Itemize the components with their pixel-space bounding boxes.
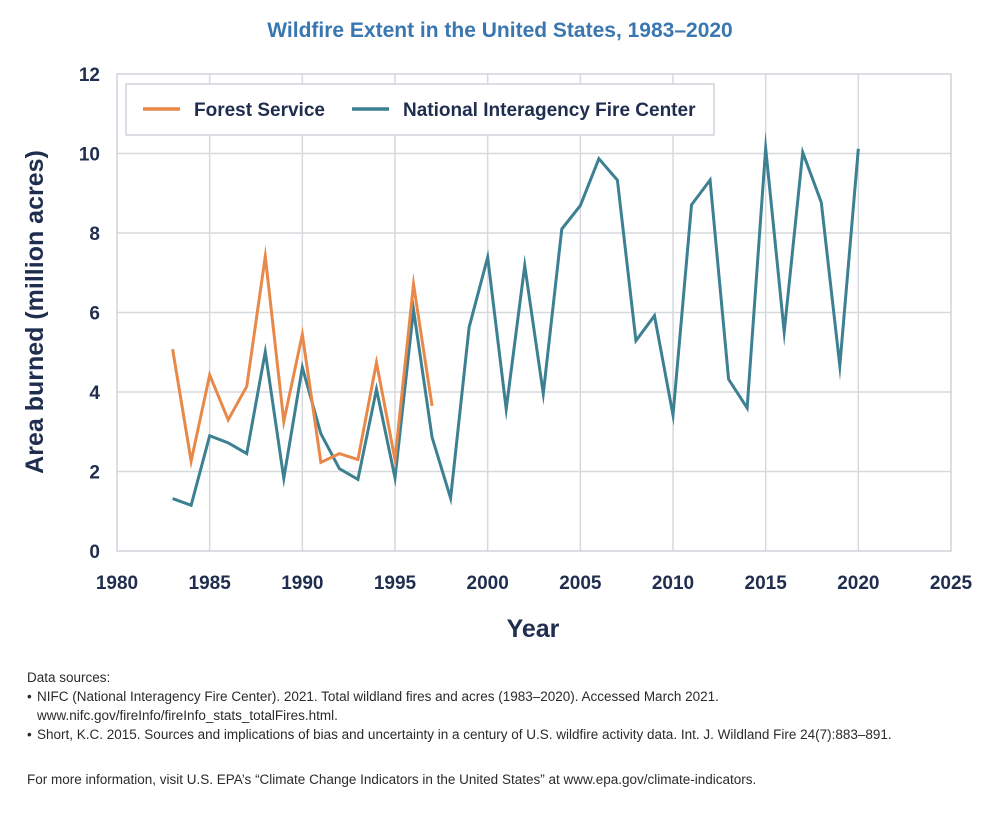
y-tick-label: 2 [89, 463, 100, 484]
legend-label-forest-service: Forest Service [194, 100, 325, 121]
x-tick-labels: 1980 1985 1990 1995 2000 2005 2010 2015 2020 2025 [96, 573, 973, 594]
wildfire-chart: Wildfire Extent in the United States, 19… [21, 19, 973, 643]
chart-title: Wildfire Extent in the United States, 19… [267, 19, 732, 42]
notes-section: Data sources: NIFC (National Interagency… [27, 668, 977, 789]
y-tick-labels: 0 2 4 6 8 10 12 [79, 65, 101, 563]
series-line-national-interagency-fire-center [172, 130, 860, 508]
series-line-forest-service [171, 244, 434, 470]
more-info-text: For more information, visit U.S. EPA’s “… [27, 772, 757, 787]
y-tick-label: 10 [79, 145, 100, 166]
x-tick-label: 2000 [467, 573, 509, 594]
y-tick-label: 4 [89, 383, 100, 404]
data-source-item: Short, K.C. 2015. Sources and implicatio… [27, 725, 977, 744]
x-tick-label: 1990 [281, 573, 323, 594]
data-sources-list: NIFC (National Interagency Fire Center).… [27, 687, 977, 744]
x-tick-label: 1995 [374, 573, 417, 594]
y-tick-label: 6 [89, 304, 100, 325]
legend-label-national-interagency-fire-center: National Interagency Fire Center [403, 100, 696, 121]
data-sources-heading: Data sources: [27, 670, 111, 685]
plot-frame [116, 73, 952, 552]
x-tick-label: 2015 [745, 573, 788, 594]
y-tick-label: 0 [89, 542, 100, 563]
y-axis-label: Area burned (million acres) [21, 150, 49, 474]
x-tick-label: 2010 [652, 573, 694, 594]
x-tick-label: 2020 [837, 573, 879, 594]
data-series [171, 130, 860, 508]
x-tick-label: 1980 [96, 573, 138, 594]
legend-box [125, 83, 715, 136]
legend: Forest Service National Interagency Fire … [125, 83, 715, 136]
x-tick-label: 2005 [559, 573, 602, 594]
y-tick-label: 8 [89, 224, 100, 245]
axes [116, 73, 952, 552]
x-axis-label: Year [507, 615, 560, 643]
grid-lines [117, 74, 951, 551]
x-tick-label: 1985 [189, 573, 232, 594]
y-tick-label: 12 [79, 65, 100, 86]
data-source-item: NIFC (National Interagency Fire Center).… [27, 687, 977, 725]
x-tick-label: 2025 [930, 573, 973, 594]
